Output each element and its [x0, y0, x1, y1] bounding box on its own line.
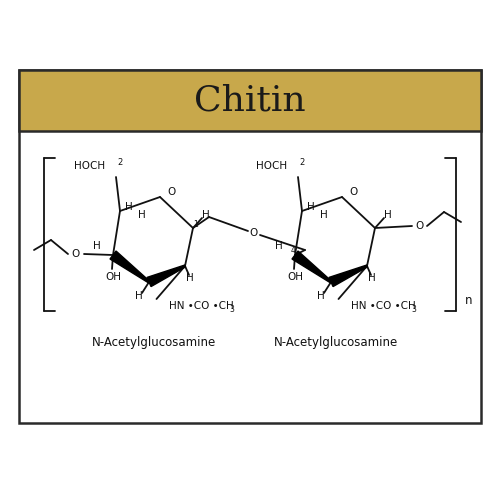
Text: 3: 3	[229, 305, 234, 314]
Text: H: H	[307, 202, 315, 212]
Text: N-Acetylglucosamine: N-Acetylglucosamine	[92, 336, 216, 349]
Text: H: H	[135, 291, 143, 301]
Polygon shape	[110, 251, 150, 283]
Text: 4: 4	[290, 246, 296, 254]
Text: HOCH: HOCH	[256, 161, 288, 171]
Text: H: H	[186, 273, 194, 283]
Text: HOCH: HOCH	[74, 161, 106, 171]
Text: O: O	[167, 187, 175, 197]
Text: H: H	[93, 241, 101, 251]
Text: H: H	[202, 210, 210, 220]
Text: OH: OH	[287, 272, 303, 282]
Text: O: O	[250, 228, 258, 238]
Polygon shape	[329, 265, 368, 286]
Text: H: H	[138, 210, 146, 220]
Text: O: O	[72, 249, 80, 259]
Text: O: O	[349, 187, 357, 197]
Text: H: H	[368, 273, 376, 283]
Text: H: H	[125, 202, 133, 212]
Text: OH: OH	[105, 272, 121, 282]
Text: 3: 3	[411, 305, 416, 314]
Text: n: n	[464, 294, 472, 308]
Text: O: O	[415, 221, 423, 231]
Text: HN •CO •CH: HN •CO •CH	[351, 301, 416, 311]
Polygon shape	[147, 265, 186, 286]
Polygon shape	[292, 251, 332, 283]
Text: Chitin: Chitin	[194, 84, 306, 117]
FancyBboxPatch shape	[19, 70, 481, 422]
Text: H: H	[317, 291, 325, 301]
FancyBboxPatch shape	[19, 70, 481, 131]
Text: 2: 2	[118, 158, 122, 166]
Text: H: H	[275, 241, 283, 251]
Text: H: H	[384, 210, 392, 220]
Text: 2: 2	[300, 158, 304, 166]
Text: H: H	[320, 210, 328, 220]
Text: HN •CO •CH: HN •CO •CH	[169, 301, 234, 311]
Text: N-Acetylglucosamine: N-Acetylglucosamine	[274, 336, 398, 349]
Text: 1: 1	[193, 220, 198, 229]
